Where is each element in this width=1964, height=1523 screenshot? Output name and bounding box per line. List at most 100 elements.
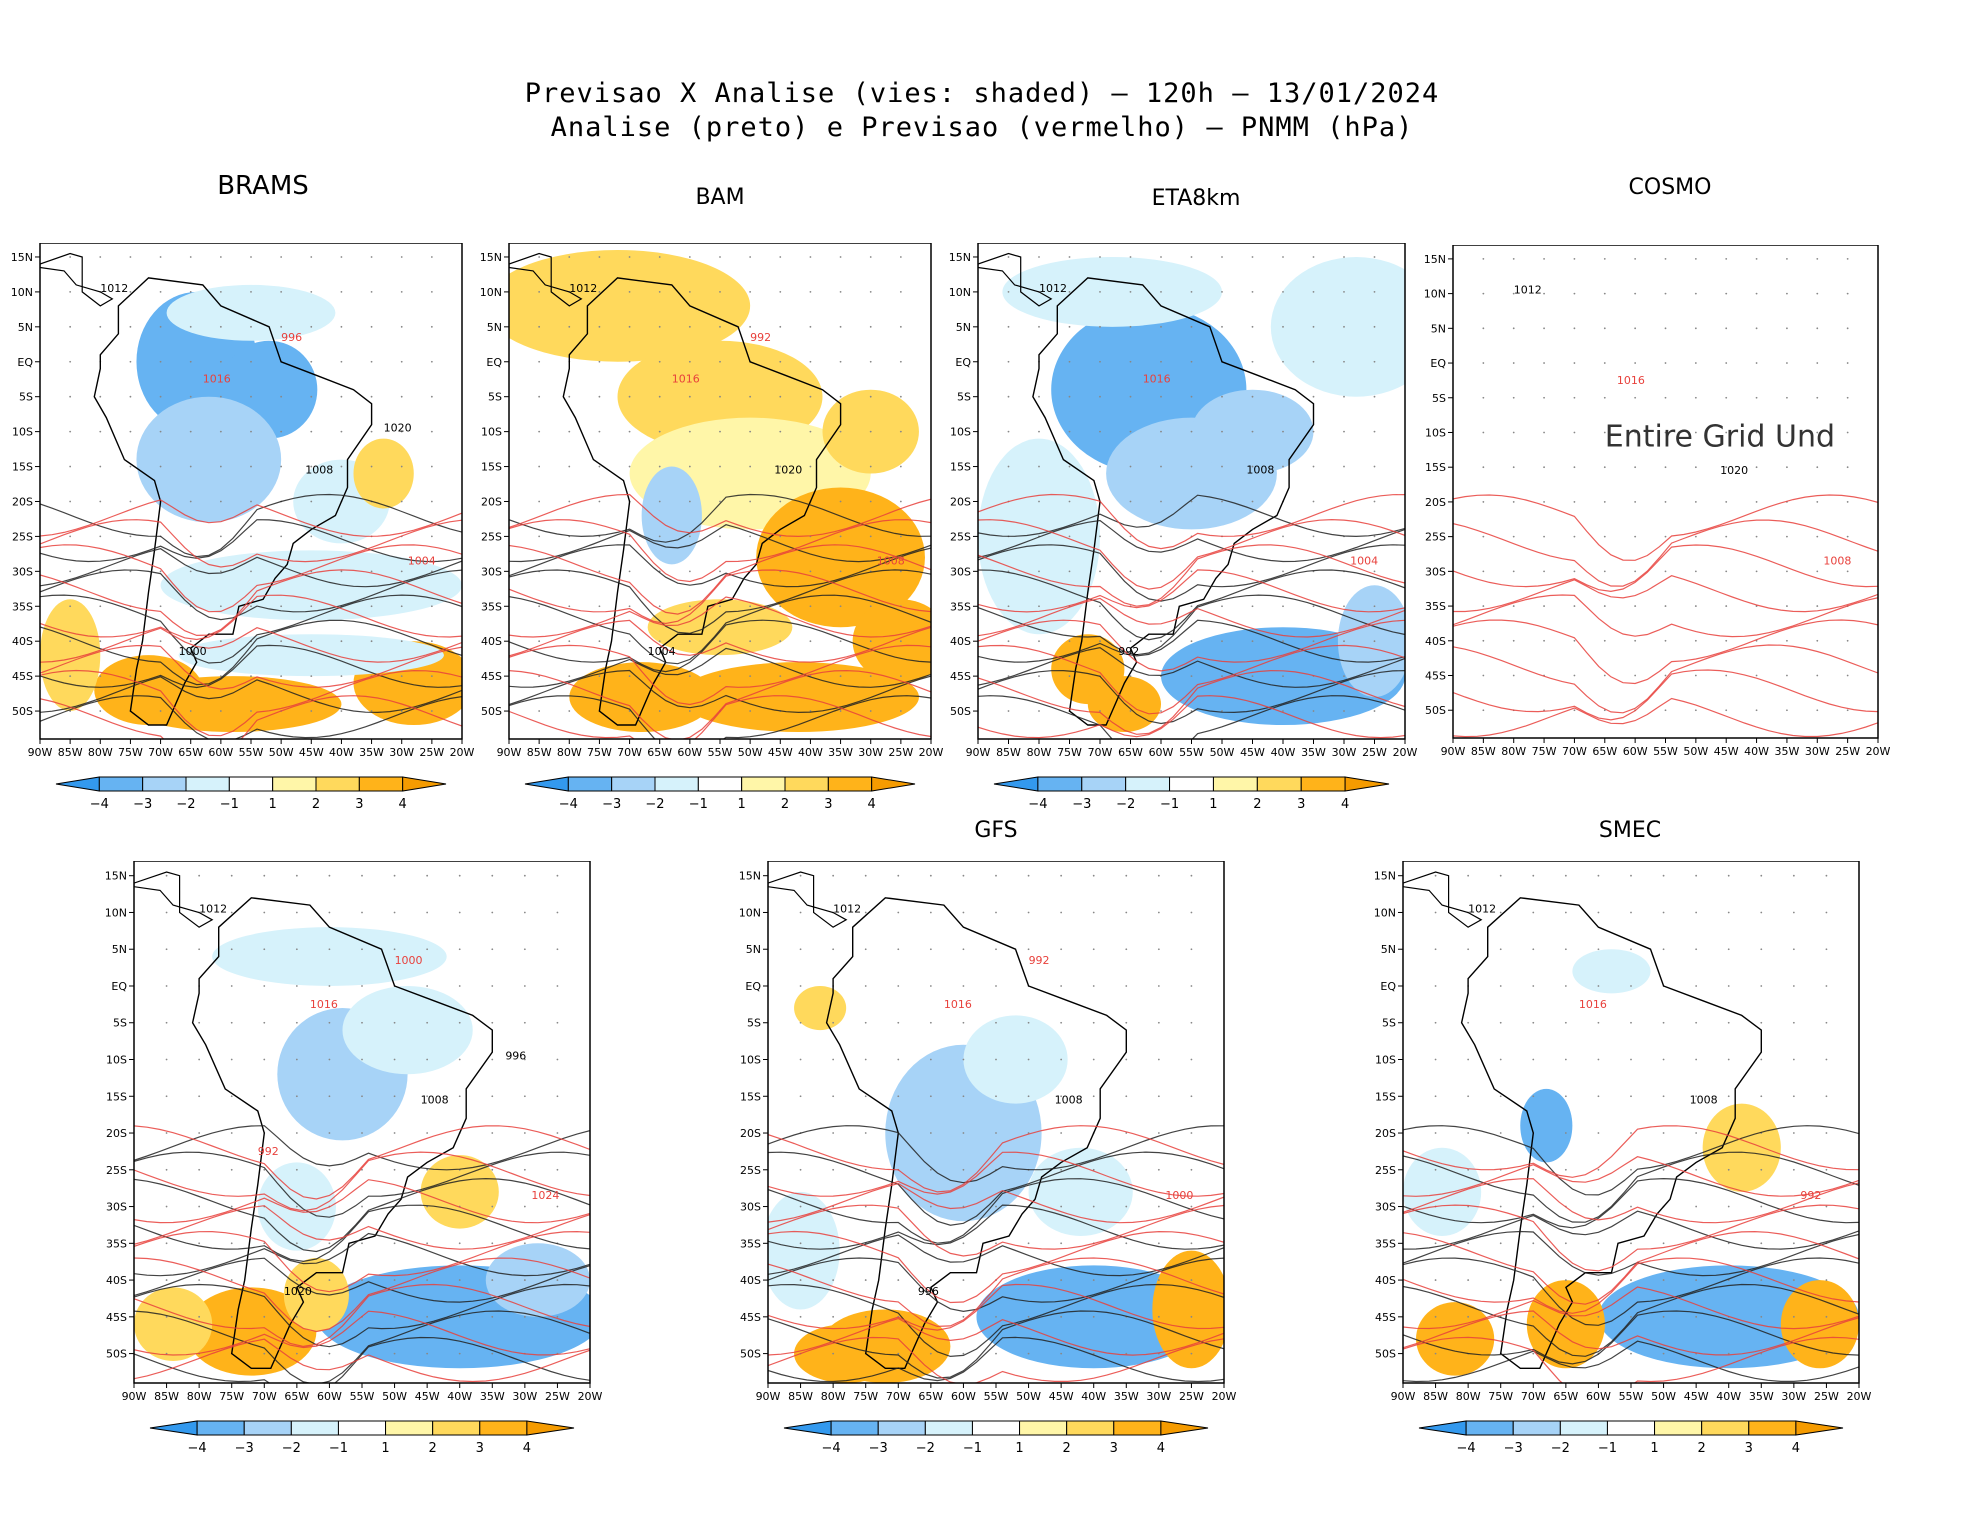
y-tick-label: 20S bbox=[1375, 1127, 1396, 1140]
grid-dot bbox=[491, 1058, 494, 1061]
grid-dot bbox=[159, 710, 162, 712]
y-tick-label: 25S bbox=[950, 530, 971, 543]
grid-dot bbox=[1573, 709, 1576, 712]
map-panel-3: 101210161008100499215N10N5NEQ5S10S15S20S… bbox=[949, 243, 1418, 812]
grid-dot bbox=[1630, 948, 1632, 951]
x-tick-label: 55W bbox=[1619, 1390, 1644, 1403]
grid-dot bbox=[929, 1279, 932, 1281]
y-tick-label: 15N bbox=[739, 870, 761, 883]
grid-dot bbox=[400, 360, 403, 363]
x-tick-label: 25W bbox=[545, 1390, 570, 1403]
grid-dot bbox=[230, 1315, 233, 1318]
y-tick-label: 5S bbox=[488, 391, 502, 404]
analysis-contour bbox=[978, 646, 1405, 688]
grid-dot bbox=[1825, 911, 1828, 914]
grid-dot bbox=[1760, 1095, 1763, 1098]
grid-dot bbox=[458, 1095, 461, 1098]
grid-dot bbox=[295, 1132, 298, 1134]
grid-dot bbox=[1434, 1352, 1437, 1355]
grid-dot bbox=[1434, 1095, 1437, 1098]
grid-dot bbox=[1564, 1352, 1567, 1355]
colorbar-tick-label: −3 bbox=[133, 797, 152, 812]
grid-dot bbox=[1695, 1279, 1698, 1281]
grid-dot bbox=[832, 874, 835, 877]
forecast-contour bbox=[509, 544, 931, 615]
bias-patch bbox=[40, 599, 101, 712]
grid-dot bbox=[1694, 570, 1697, 573]
grid-dot bbox=[1160, 640, 1162, 643]
grid-dot bbox=[1846, 257, 1849, 260]
grid-dot bbox=[1727, 1242, 1730, 1245]
grid-dot bbox=[1373, 325, 1376, 328]
grid-dot bbox=[1634, 257, 1637, 260]
colorbar-segment bbox=[142, 776, 187, 792]
grid-dot bbox=[1573, 396, 1576, 399]
grid-dot bbox=[1190, 1205, 1193, 1208]
contour-label: 1016 bbox=[310, 998, 338, 1011]
x-tick-label: 50W bbox=[269, 746, 294, 759]
grid-dot bbox=[1068, 430, 1071, 433]
grid-dot bbox=[280, 291, 283, 293]
analysis-contour bbox=[1403, 1230, 1859, 1277]
y-tick-label: 10S bbox=[740, 1054, 761, 1067]
y-tick-label: 10S bbox=[106, 1054, 127, 1067]
grid-dot bbox=[832, 1279, 835, 1281]
grid-dot bbox=[491, 1242, 494, 1245]
x-tick-label: 70W bbox=[148, 746, 173, 759]
grid-dot bbox=[458, 1021, 461, 1024]
grid-dot bbox=[832, 1021, 835, 1024]
colorbar-segment bbox=[272, 776, 317, 792]
grid-dot bbox=[995, 1095, 997, 1098]
grid-dot bbox=[1664, 292, 1667, 295]
grid-dot bbox=[1603, 605, 1606, 607]
y-tick-label: 40S bbox=[481, 635, 502, 648]
colorbar-segment bbox=[1037, 776, 1083, 792]
grid-dot bbox=[263, 1279, 266, 1281]
grid-dot bbox=[1099, 605, 1101, 608]
plot-background bbox=[1453, 245, 1878, 738]
x-tick-label: 55W bbox=[1179, 746, 1204, 759]
x-tick-label: 70W bbox=[886, 1390, 911, 1403]
grid-dot bbox=[1630, 1058, 1632, 1061]
grid-dot bbox=[1190, 675, 1193, 678]
grid-dot bbox=[598, 430, 601, 433]
grid-dot bbox=[1532, 1279, 1535, 1281]
grid-dot bbox=[1727, 1058, 1730, 1061]
forecast-contour bbox=[1453, 644, 1878, 714]
panel-title: SMEC bbox=[1598, 818, 1662, 843]
grid-dot bbox=[628, 360, 631, 363]
analysis-contour bbox=[40, 548, 462, 588]
contour-label: 992 bbox=[750, 331, 771, 344]
grid-dot bbox=[280, 325, 283, 328]
grid-dot bbox=[1532, 985, 1535, 987]
y-tick-label: 20S bbox=[12, 495, 33, 508]
x-tick-label: 35W bbox=[1301, 746, 1326, 759]
grid-dot bbox=[1312, 430, 1315, 433]
grid-dot bbox=[129, 500, 132, 503]
grid-dot bbox=[1634, 639, 1637, 642]
grid-dot bbox=[538, 675, 541, 678]
grid-dot bbox=[658, 291, 661, 293]
grid-dot bbox=[430, 710, 433, 712]
grid-dot bbox=[864, 1315, 867, 1318]
grid-dot bbox=[1564, 1058, 1567, 1061]
grid-dot bbox=[1190, 911, 1193, 914]
grid-dot bbox=[1825, 1205, 1828, 1208]
grid-dot bbox=[1007, 570, 1010, 573]
grid-dot bbox=[159, 570, 162, 573]
x-tick-label: 40W bbox=[1716, 1390, 1741, 1403]
grid-dot bbox=[1125, 1205, 1128, 1208]
bias-patch bbox=[641, 466, 702, 565]
grid-dot bbox=[929, 1168, 932, 1171]
grid-dot bbox=[1343, 465, 1345, 468]
grid-dot bbox=[1482, 639, 1485, 642]
contour-label: 1008 bbox=[1690, 1094, 1718, 1107]
grid-dot bbox=[250, 325, 252, 328]
bias-patch bbox=[963, 1015, 1068, 1104]
grid-dot bbox=[230, 1021, 233, 1024]
grid-dot bbox=[400, 675, 403, 678]
grid-dot bbox=[749, 256, 752, 258]
grid-dot bbox=[809, 291, 812, 293]
x-tick-label: 85W bbox=[788, 1390, 813, 1403]
x-tick-label: 75W bbox=[853, 1390, 878, 1403]
